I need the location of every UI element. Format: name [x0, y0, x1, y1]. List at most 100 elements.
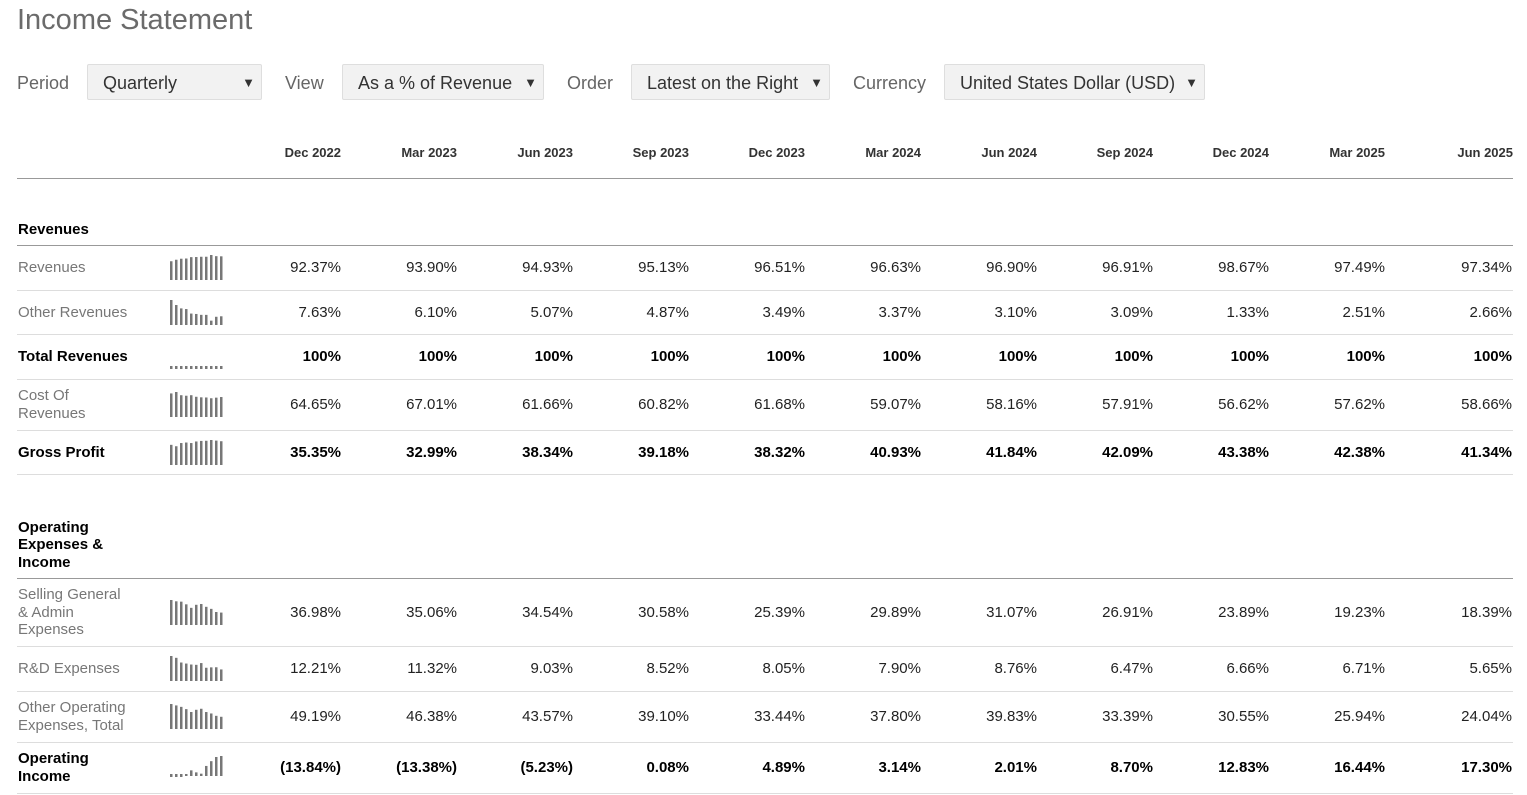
sparkline-bar — [205, 366, 208, 369]
value-cell: 46.38% — [406, 708, 457, 725]
value-cell: 4.87% — [646, 304, 689, 321]
sparkline-bar — [185, 663, 188, 681]
sparkline-bar — [190, 712, 193, 729]
section-title: Revenues — [18, 220, 89, 238]
column-header-row: Dec 2022 Mar 2023 Jun 2023 Sep 2023 Dec … — [17, 130, 1513, 179]
sparkline-bar — [195, 441, 198, 465]
value-cell: 3.37% — [878, 304, 921, 321]
value-cell: 6.10% — [414, 304, 457, 321]
sparkline-bar — [205, 712, 208, 729]
sparkline-bar — [215, 256, 218, 280]
period-select[interactable]: Quarterly ▼ — [87, 64, 262, 100]
value-cell: 43.57% — [522, 708, 573, 725]
sparkline-bar — [170, 261, 173, 280]
sparkline-bar — [195, 664, 198, 681]
value-cell: 5.65% — [1469, 660, 1512, 677]
table-row: Gross Profit 35.35% 32.99% 38.34% 39.18% 38.… — [17, 430, 1513, 475]
table-row: Revenues 92.37% 93.90% 94.93% 95.13% 96.51% 9… — [17, 245, 1513, 291]
value-cell: 96.91% — [1102, 259, 1153, 276]
sparkline-bar — [195, 313, 198, 325]
sparkline-bar — [205, 667, 208, 681]
row-label: Revenues — [18, 259, 86, 276]
row-label: Cost Of Revenues — [18, 387, 86, 422]
value-cell: 25.94% — [1334, 708, 1385, 725]
sparkline-bar — [215, 316, 218, 325]
value-cell: 64.65% — [290, 396, 341, 413]
value-cell: 2.66% — [1469, 304, 1512, 321]
value-cell: 97.34% — [1461, 259, 1512, 276]
value-cell: 96.51% — [754, 259, 805, 276]
sparkline-bar — [195, 257, 198, 280]
sparkline-bar — [190, 443, 193, 465]
value-cell: (5.23%) — [520, 759, 573, 776]
value-cell: 58.66% — [1461, 396, 1512, 413]
table-row: Selling General & Admin Expenses 36.98% 3… — [17, 578, 1513, 647]
sparkline-bar — [170, 774, 173, 777]
value-cell: 34.54% — [522, 604, 573, 621]
sparkline-chart — [170, 600, 223, 625]
row-label: Total Revenues — [18, 348, 128, 365]
value-cell: 100% — [1473, 348, 1512, 365]
value-cell: 12.21% — [290, 660, 341, 677]
value-cell: 33.44% — [754, 708, 805, 725]
value-cell: 41.84% — [986, 444, 1037, 461]
sparkline-bar — [200, 366, 203, 369]
sparkline-bar — [190, 664, 193, 681]
table-row: Cost Of Revenues 64.65% 67.01% 61.66% 60.82… — [17, 379, 1513, 431]
section-header-revenues: Revenues — [17, 200, 1513, 246]
value-cell: 56.62% — [1218, 396, 1269, 413]
value-cell: 100% — [418, 348, 457, 365]
sparkline-bar — [190, 257, 193, 280]
value-cell: (13.84%) — [280, 759, 341, 776]
column-header: Mar 2024 — [865, 145, 921, 160]
sparkline-bar — [205, 606, 208, 625]
value-cell: 0.08% — [646, 759, 689, 776]
value-cell: 61.68% — [754, 396, 805, 413]
sparkline-bar — [185, 442, 188, 465]
view-select[interactable]: As a % of Revenue ▼ — [342, 64, 544, 100]
value-cell: 7.90% — [878, 660, 921, 677]
sparkline-bar — [190, 607, 193, 625]
order-select[interactable]: Latest on the Right ▼ — [631, 64, 830, 100]
value-cell: 100% — [998, 348, 1037, 365]
sparkline-chart — [170, 255, 223, 280]
value-cell: 32.99% — [406, 444, 457, 461]
value-cell: 38.34% — [522, 444, 573, 461]
sparkline-bar — [210, 366, 213, 369]
sparkline-bar — [170, 300, 173, 325]
chevron-down-icon: ▼ — [810, 75, 823, 90]
chevron-down-icon: ▼ — [524, 75, 537, 90]
sparkline-bar — [185, 366, 188, 369]
value-cell: 19.23% — [1334, 604, 1385, 621]
sparkline-bar — [220, 669, 223, 681]
value-cell: 8.52% — [646, 660, 689, 677]
value-cell: 8.05% — [762, 660, 805, 677]
sparkline-chart — [170, 704, 223, 729]
sparkline-bar — [195, 366, 198, 369]
sparkline-bar — [180, 662, 183, 681]
value-cell: 57.62% — [1334, 396, 1385, 413]
sparkline-bar — [185, 309, 188, 325]
sparkline-bar — [215, 667, 218, 681]
sparkline-bar — [220, 397, 223, 417]
value-cell: 3.49% — [762, 304, 805, 321]
value-cell: 39.10% — [638, 708, 689, 725]
value-cell: 9.03% — [530, 660, 573, 677]
value-cell: 26.91% — [1102, 604, 1153, 621]
sparkline-bar — [210, 255, 213, 280]
value-cell: 60.82% — [638, 396, 689, 413]
sparkline-bar — [180, 366, 183, 369]
value-cell: 94.93% — [522, 259, 573, 276]
currency-select[interactable]: United States Dollar (USD) ▼ — [944, 64, 1205, 100]
sparkline-bar — [205, 440, 208, 465]
sparkline-bar — [190, 395, 193, 417]
sparkline-bar — [200, 708, 203, 729]
order-label: Order — [567, 73, 614, 93]
view-select-value: As a % of Revenue — [358, 73, 513, 93]
value-cell: 8.70% — [1110, 759, 1153, 776]
sparkline-bar — [200, 256, 203, 280]
value-cell: 3.10% — [994, 304, 1037, 321]
row-label: Other Revenues — [18, 304, 128, 321]
column-header: Jun 2025 — [1457, 145, 1513, 160]
value-cell: 100% — [302, 348, 341, 365]
